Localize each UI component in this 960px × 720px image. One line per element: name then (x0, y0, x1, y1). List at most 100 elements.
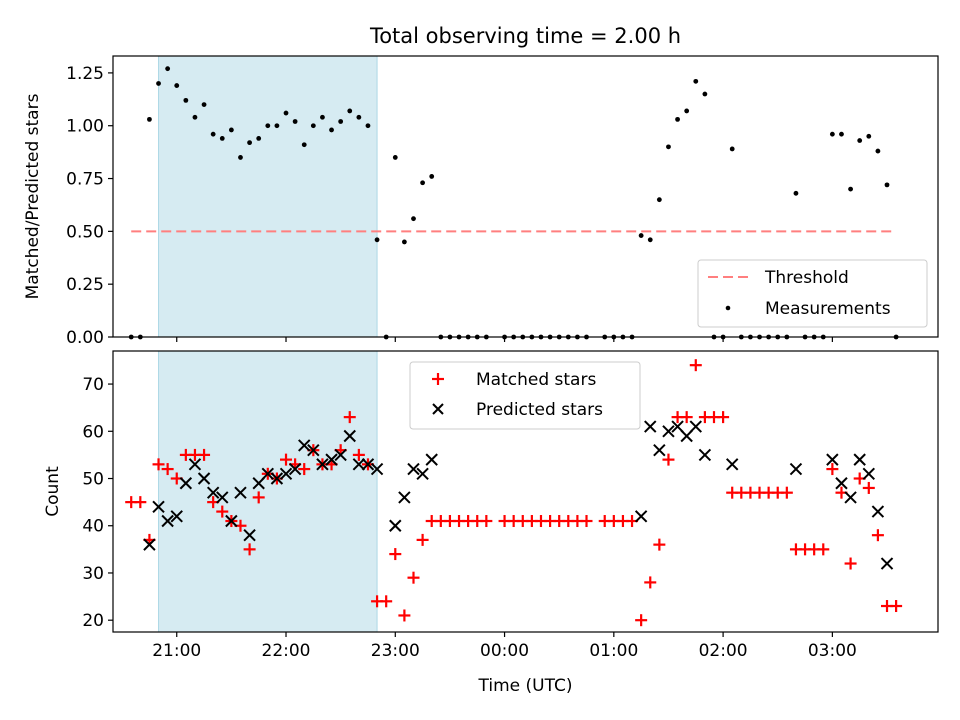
predicted-star-point (307, 443, 320, 457)
measurement-point (329, 127, 334, 133)
predicted-star-point (407, 462, 420, 476)
legend-measurements-swatch (725, 305, 731, 311)
matched-star-point (298, 463, 311, 476)
measurement-point (320, 114, 325, 120)
matched-star-point (243, 543, 256, 556)
top-axes-frame (112, 55, 939, 338)
measurement-point (839, 131, 844, 137)
predicted-star-point (143, 538, 156, 551)
measurement-point (283, 110, 289, 116)
top-legend: Threshold Measurements (697, 259, 928, 328)
measurement-point (247, 140, 252, 146)
predicted-star-point (862, 467, 876, 480)
measurement-point (848, 186, 853, 192)
y-tick-label: 40 (82, 517, 104, 537)
matched-star-point (134, 496, 147, 509)
predicted-star-point (261, 467, 275, 480)
matched-star-point (871, 529, 884, 542)
predicted-star-point (698, 448, 712, 462)
matched-star-point (352, 448, 365, 461)
predicted-star-point (298, 439, 311, 452)
predicted-star-point (416, 467, 429, 480)
matched-star-point (152, 458, 165, 471)
measurement-point (147, 116, 152, 122)
bottom-shaded-interval (158, 350, 378, 633)
legend-measurements-label: Measurements (765, 299, 891, 319)
predicted-star-point (634, 510, 648, 523)
matched-star-point (343, 411, 356, 424)
predicted-star-point (197, 472, 211, 485)
measurement-point (884, 182, 890, 188)
matched-star-point (635, 614, 648, 627)
predicted-star-point (725, 458, 739, 471)
measurement-point (356, 114, 362, 120)
matched-star-point (398, 609, 411, 622)
y-tick-label: 50 (82, 470, 104, 490)
bottom-panel: 20 30 40 50 60 70 21:00 22:00 23:00 00:00 01:00 02:… (43, 350, 939, 696)
measurement-point (347, 108, 353, 114)
measurement-point (666, 144, 671, 150)
predicted-star-point (152, 500, 165, 514)
measurement-point (192, 114, 198, 120)
top-panel: 0.00 0.25 0.50 0.75 1.00 1.25 Total observing… (23, 24, 939, 348)
matched-star-point (389, 548, 402, 561)
predicted-star-point (225, 514, 238, 528)
x-tick-label: 00:00 (480, 641, 529, 661)
measurement-point (201, 102, 207, 107)
x-tick-label: 21:00 (152, 641, 201, 661)
measurement-point (675, 116, 680, 122)
y-tick-label: 0.25 (66, 275, 104, 295)
predicted-star-point (216, 491, 229, 504)
predicted-star-point (653, 443, 666, 457)
matched-star-point (817, 543, 830, 556)
bottom-y-axis-label: Count (43, 466, 63, 517)
predicted-star-point (835, 477, 848, 490)
predicted-star-point (170, 510, 183, 523)
x-tick-label: 03:00 (808, 641, 857, 661)
predicted-star-point (343, 429, 356, 443)
chart-title: Total observing time = 2.00 h (369, 24, 681, 48)
predicted-star-point (680, 429, 693, 443)
measurement-point (210, 131, 216, 137)
measurement-point (793, 190, 799, 196)
x-tick-label: 01:00 (589, 641, 638, 661)
y-tick-label: 20 (82, 611, 104, 631)
y-tick-label: 0.00 (66, 328, 104, 348)
measurement-point (875, 148, 881, 154)
predicted-star-point (425, 453, 438, 466)
bottom-axes-frame (112, 350, 939, 633)
predicted-star-point (398, 491, 411, 504)
x-tick-label: 22:00 (262, 641, 311, 661)
predicted-star-point (880, 557, 894, 570)
predicted-star-point (179, 477, 193, 490)
matched-star-point (480, 515, 493, 528)
matched-star-point (216, 505, 229, 518)
predicted-star-point (161, 514, 174, 528)
measurements-points (128, 66, 899, 340)
matched-star-point (826, 463, 839, 476)
predicted-star-point (316, 458, 329, 471)
measurement-point (228, 127, 234, 133)
measurement-point (219, 135, 225, 141)
measurement-point (411, 216, 416, 222)
x-axis-label: Time (UTC) (478, 676, 573, 696)
y-tick-label: 1.25 (66, 64, 104, 84)
matched-star-point (380, 595, 393, 608)
matched-star-point (416, 533, 429, 546)
bottom-legend: Matched stars Predicted stars (409, 361, 641, 430)
measurement-point (238, 155, 243, 160)
measurement-point (292, 119, 298, 124)
measurement-point (866, 133, 872, 139)
predicted-star-point (279, 467, 293, 480)
predicted-star-point (243, 528, 256, 542)
matched-star-point (280, 453, 293, 466)
measurement-point (374, 237, 380, 243)
matched-star-point (862, 481, 875, 494)
predicted-star-point (352, 458, 366, 471)
measurement-point (156, 81, 161, 86)
matched-star-point (717, 411, 730, 424)
matched-star-point (161, 463, 174, 476)
matched-stars-points (125, 359, 903, 627)
matched-star-point (680, 411, 693, 424)
